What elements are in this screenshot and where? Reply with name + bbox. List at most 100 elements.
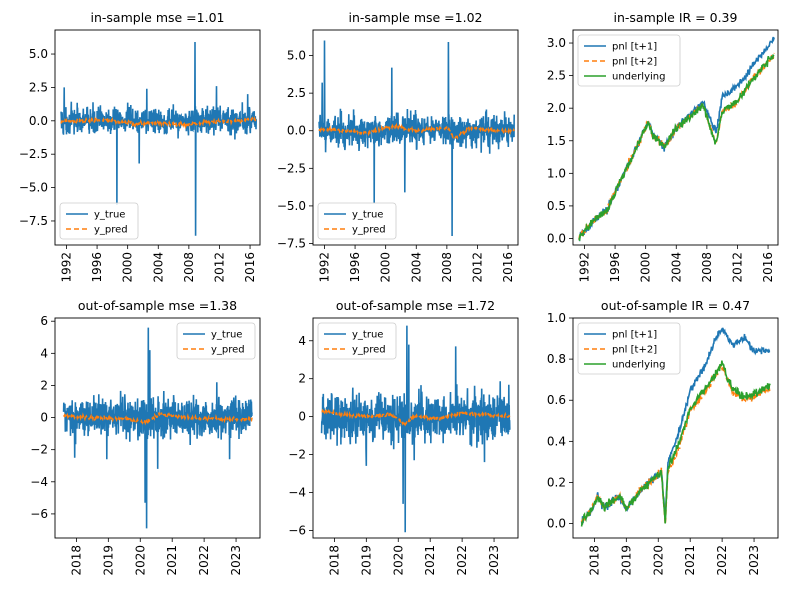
x-tick-label: 2004 — [151, 252, 165, 283]
subplot-title: in-sample mse =1.02 — [349, 10, 483, 25]
x-tick-label: 1992 — [577, 252, 591, 283]
subplot-title: out-of-sample IR = 0.47 — [601, 298, 750, 313]
series-y-pred — [60, 115, 257, 130]
axes-frame — [572, 29, 779, 246]
y-tick-label: 1.5 — [547, 134, 566, 148]
y-tick-label: 2.0 — [547, 101, 566, 115]
legend: y_true y_pred — [317, 322, 397, 360]
axes-frame — [312, 317, 519, 539]
axes-frame — [54, 317, 261, 539]
x-tick-label: 2012 — [470, 252, 484, 283]
y-tick-label: 0.0 — [29, 114, 48, 128]
subplot-5: out-of-sample mse =1.72 4 2 0 −2 −4 −6 2018 2019… — [288, 298, 519, 576]
legend: y_true y_pred — [176, 322, 256, 360]
x-tick-label: 2018 — [587, 545, 601, 576]
y-tick-label: 0.8 — [547, 352, 566, 366]
x-tick-label: 2019 — [619, 545, 633, 576]
y-tick-label: 3.0 — [547, 36, 566, 50]
y-tick-label: 1.0 — [547, 166, 566, 180]
legend-label: y_true — [352, 210, 383, 221]
plot-area — [60, 41, 257, 236]
legend-label: y_true — [352, 330, 383, 341]
legend-label: pnl [t+2] — [612, 345, 657, 356]
plot-area — [578, 36, 775, 242]
x-tick-label: 1992 — [59, 252, 73, 283]
x-tick-label: 2018 — [327, 545, 341, 576]
axes-frame — [312, 29, 519, 246]
legend-box — [59, 202, 139, 240]
y-tick-label: 0.2 — [547, 475, 566, 489]
series-y-true — [60, 41, 257, 236]
legend-label: y_pred — [352, 225, 386, 236]
legend-label: y_pred — [94, 225, 128, 236]
y-tick-label: −7.5 — [19, 214, 48, 228]
x-tick-label: 2000 — [121, 252, 135, 283]
series-y-pred — [321, 407, 511, 427]
legend-label: underlying — [612, 72, 665, 83]
legend-label: pnl [t+1] — [612, 42, 657, 53]
x-tick-label: 2012 — [212, 252, 226, 283]
y-tick-label: −6 — [30, 507, 48, 521]
series-y-true — [62, 327, 253, 529]
legend-label: y_pred — [352, 345, 386, 356]
x-tick-label: 2020 — [391, 545, 405, 576]
x-tick-label: 2023 — [487, 545, 501, 576]
y-tick-label: 2 — [40, 378, 48, 392]
y-tick-label: 0 — [298, 410, 306, 424]
legend-label: pnl [t+2] — [612, 57, 657, 68]
legend: y_true y_pred — [317, 202, 397, 240]
y-tick-label: −6 — [288, 523, 306, 537]
legend: y_true y_pred — [59, 202, 139, 240]
legend: pnl [t+1] pnl [t+2] underlying — [577, 322, 681, 375]
legend-label: pnl [t+1] — [612, 330, 657, 341]
x-tick-label: 1996 — [608, 252, 622, 283]
y-tick-label: 6 — [40, 314, 48, 328]
y-tick-label: 2.5 — [287, 86, 306, 100]
legend-box — [317, 202, 397, 240]
y-tick-label: −4 — [30, 475, 48, 489]
subplot-2: in-sample mse =1.02 5.0 2.5 0.0 −2.5 −5.0 −7.5… — [277, 10, 519, 283]
y-tick-label: −7.5 — [277, 236, 306, 250]
y-tick-label: 0.0 — [287, 124, 306, 138]
y-tick-label: 0 — [40, 411, 48, 425]
x-tick-label: 2016 — [243, 252, 257, 283]
y-tick-label: 2 — [298, 372, 306, 386]
subplot-title: in-sample IR = 0.39 — [614, 10, 738, 25]
x-tick-label: 2022 — [455, 545, 469, 576]
y-tick-label: −2.5 — [19, 147, 48, 161]
series-underlying — [578, 53, 775, 241]
subplot-title: out-of-sample mse =1.38 — [78, 298, 237, 313]
legend-box — [317, 322, 397, 360]
x-tick-label: 2020 — [133, 545, 147, 576]
x-tick-label: 2021 — [165, 545, 179, 576]
axes-frame — [54, 29, 261, 246]
y-tick-label: 0.6 — [547, 393, 566, 407]
series-y-pred — [318, 122, 515, 140]
x-tick-label: 2008 — [182, 252, 196, 283]
subplot-title: in-sample mse =1.01 — [91, 10, 225, 25]
x-tick-label: 2004 — [669, 252, 683, 283]
y-tick-label: 2.5 — [547, 69, 566, 83]
x-tick-label: 2016 — [761, 252, 775, 283]
subplot-6: out-of-sample IR = 0.47 0.0 0.2 0.4 0.6 0.8 1.… — [547, 298, 779, 576]
series-y-pred — [62, 409, 253, 426]
series-y-true — [320, 325, 511, 533]
subplot-3: in-sample IR = 0.39 0.0 0.5 1.0 1.5 2.0 2.5 3.0… — [547, 10, 779, 283]
x-tick-label: 1996 — [90, 252, 104, 283]
y-tick-label: 0.4 — [547, 434, 566, 448]
y-tick-label: 0.5 — [547, 199, 566, 213]
plot-area — [580, 327, 771, 527]
legend-label: y_true — [211, 330, 242, 341]
y-tick-label: 0.0 — [547, 517, 566, 531]
x-tick-label: 2008 — [700, 252, 714, 283]
x-tick-label: 2012 — [730, 252, 744, 283]
x-tick-label: 2022 — [715, 545, 729, 576]
y-tick-label: −5.0 — [19, 181, 48, 195]
y-tick-label: 5.0 — [287, 49, 306, 63]
y-tick-label: 2.5 — [29, 80, 48, 94]
y-tick-label: −2.5 — [277, 161, 306, 175]
y-tick-label: 4 — [40, 346, 48, 360]
x-tick-label: 2018 — [69, 545, 83, 576]
subplot-4: out-of-sample mse =1.38 6 4 2 0 −2 −4 −6 2018 201… — [30, 298, 261, 576]
series-underlying — [580, 360, 771, 527]
